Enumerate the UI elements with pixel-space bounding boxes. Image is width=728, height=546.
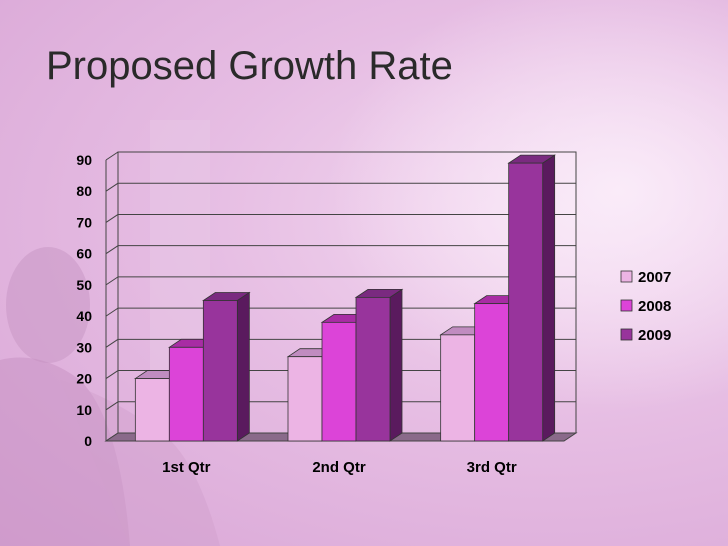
- gridline-side: [105, 182, 119, 192]
- bar-2007-2nd Qtr: [287, 356, 323, 442]
- gridline-side: [105, 338, 119, 348]
- legend-swatch-2007: [620, 270, 633, 283]
- gridline-side: [105, 245, 119, 255]
- legend-label-2009: 2009: [638, 327, 671, 344]
- bar-2008-1st Qtr: [168, 346, 204, 442]
- bar-2008-2nd Qtr: [321, 321, 357, 442]
- y-tick-label: 50: [76, 277, 92, 293]
- gridline-side: [105, 151, 119, 161]
- x-tick-label: 1st Qtr: [162, 459, 211, 476]
- bar-2008-3rd Qtr: [474, 303, 510, 442]
- y-tick-label: 80: [76, 183, 92, 199]
- bar-side-2009-2nd Qtr: [389, 288, 403, 442]
- x-axis-tick-labels: 1st Qtr 2nd Qtr 3rd Qtr: [162, 459, 517, 476]
- x-tick-label: 2nd Qtr: [312, 459, 365, 476]
- legend: 2007 2008 2009: [620, 269, 671, 344]
- legend-swatch-2008: [620, 299, 633, 312]
- y-tick-label: 90: [76, 152, 92, 168]
- bars: [134, 154, 556, 442]
- y-tick-label: 20: [76, 371, 92, 387]
- y-tick-label: 10: [76, 402, 92, 418]
- legend-label-2007: 2007: [638, 269, 671, 286]
- x-tick-label: 3rd Qtr: [467, 459, 517, 476]
- legend-label-2008: 2008: [638, 298, 671, 315]
- gridline-side: [105, 401, 119, 411]
- bar-2007-3rd Qtr: [440, 334, 476, 442]
- bar-side-2009-3rd Qtr: [542, 154, 556, 442]
- bar-side-2009-1st Qtr: [236, 291, 250, 442]
- y-tick-label: 60: [76, 246, 92, 262]
- y-tick-label: 70: [76, 214, 92, 230]
- bar-2009-3rd Qtr: [508, 162, 544, 442]
- bar-2009-1st Qtr: [202, 300, 238, 442]
- y-tick-label: 40: [76, 308, 92, 324]
- y-tick-label: 0: [84, 433, 92, 449]
- gridline-side: [105, 307, 119, 317]
- legend-swatch-2009: [620, 328, 633, 341]
- gridline-side: [105, 214, 119, 223]
- gridline-side: [105, 276, 119, 286]
- slide-title: Proposed Growth Rate: [46, 44, 453, 88]
- bar-2009-2nd Qtr: [355, 296, 391, 442]
- gridline-side: [105, 370, 119, 379]
- y-axis-tick-labels: 0 10 20 30 40 50 60 70 80 90: [76, 152, 92, 449]
- y-tick-label: 30: [76, 339, 92, 355]
- bar-2007-1st Qtr: [134, 378, 170, 442]
